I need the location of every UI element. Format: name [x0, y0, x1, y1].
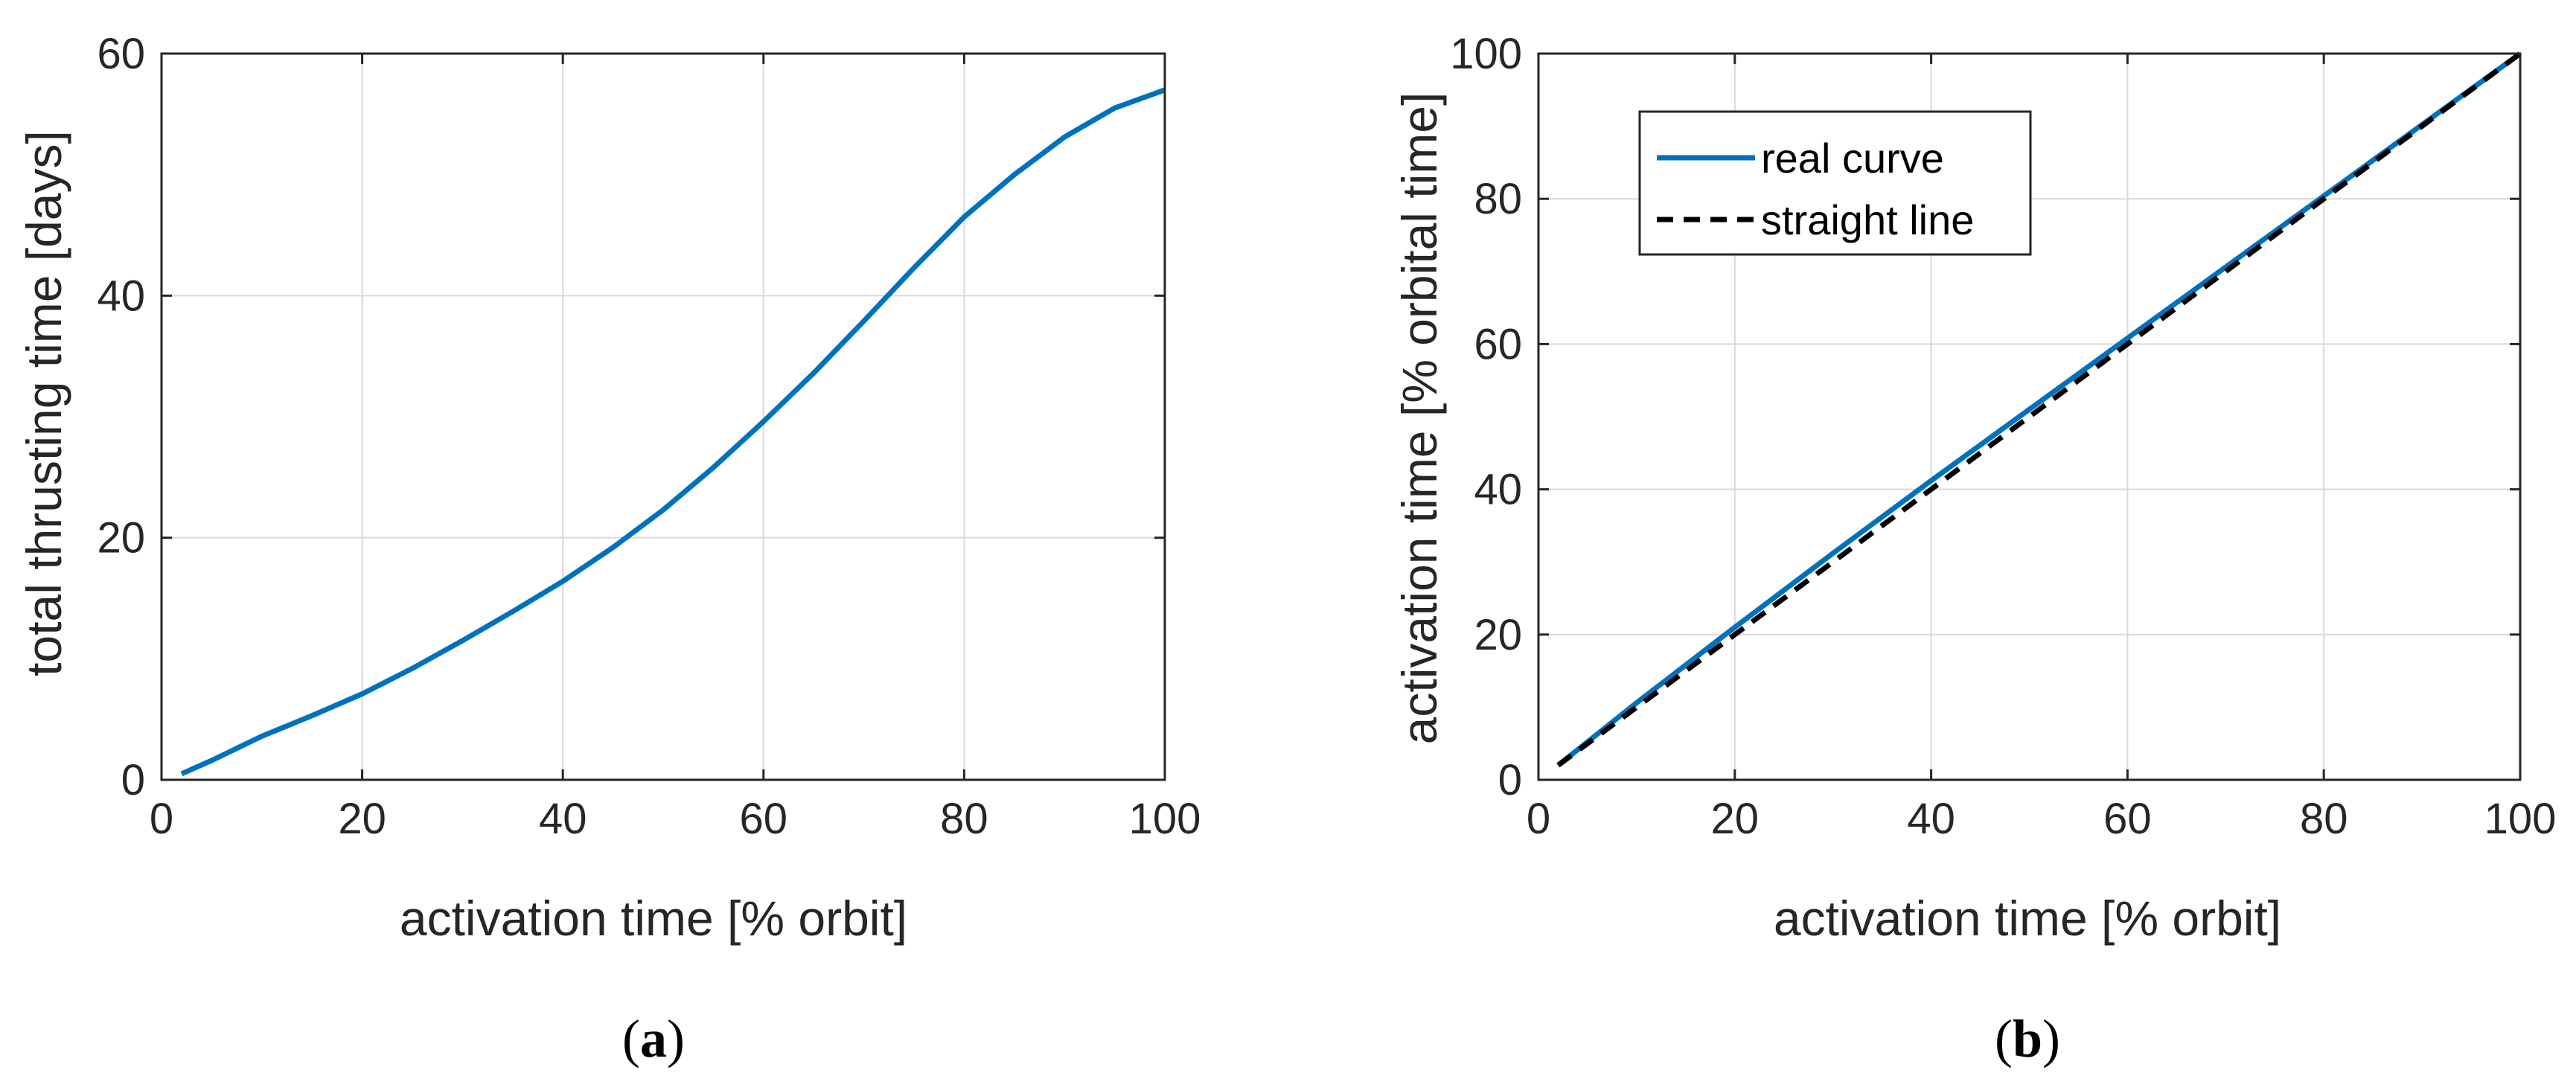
x-axis-label-a: activation time [% orbit] [400, 891, 907, 946]
caption-a: (a) [622, 1009, 685, 1069]
x-tick-label: 0 [150, 795, 173, 843]
x-axis-label-b: activation time [% orbit] [1774, 891, 2281, 946]
x-ticks-b: 0 20 40 60 80 100 [1527, 54, 2557, 843]
plot-frame-b [1537, 52, 2522, 781]
legend-label-real-curve: real curve [1761, 135, 1944, 182]
series-group-b [1556, 51, 2522, 768]
series-line-a-0 [180, 87, 1166, 777]
plot-frame-a [160, 52, 1166, 781]
x-tick-label: 40 [539, 795, 587, 843]
x-tick-label: 20 [338, 795, 386, 843]
y-tick-label: 0 [1498, 756, 1522, 804]
x-tick-label: 100 [1129, 795, 1201, 843]
x-ticks-a: 0 20 40 60 80 100 [150, 54, 1201, 843]
x-tick-label: 80 [940, 795, 988, 843]
y-ticks-a: 0 20 40 60 [97, 30, 1165, 804]
y-tick-label: 20 [1474, 611, 1522, 659]
grid-a [161, 53, 1166, 781]
y-tick-label: 60 [97, 30, 145, 78]
series-line-straight-line [1556, 51, 2522, 768]
x-tick-label: 20 [1711, 795, 1760, 843]
series-group-a [180, 87, 1166, 777]
caption-b: (b) [1995, 1009, 2060, 1069]
y-ticks-b: 0 20 40 60 80 100 [1450, 30, 2520, 804]
y-tick-label: 100 [1450, 30, 1522, 78]
x-tick-label: 100 [2484, 795, 2557, 843]
y-tick-label: 40 [1474, 466, 1522, 514]
legend: real curve straight line [1638, 110, 2032, 256]
chart-panel-b: 0 20 40 60 80 100 0 20 40 60 80 100 activation tim… [1392, 30, 2556, 1069]
x-tick-label: 40 [1907, 795, 1955, 843]
x-tick-label: 60 [2103, 795, 2152, 843]
legend-box [1638, 110, 2032, 256]
y-axis-label-b: activation time [% orbital time] [1392, 92, 1447, 745]
y-tick-label: 60 [1474, 320, 1522, 368]
chart-panel-a: 0 20 40 60 80 100 0 20 40 60 activation time [% … [16, 30, 1201, 1069]
y-tick-label: 0 [121, 756, 145, 804]
x-tick-label: 60 [740, 795, 788, 843]
y-tick-label: 20 [97, 514, 145, 563]
y-tick-label: 80 [1474, 175, 1522, 223]
legend-label-straight-line: straight line [1761, 196, 1974, 243]
y-tick-label: 40 [97, 272, 145, 320]
x-tick-label: 0 [1527, 795, 1550, 843]
x-tick-label: 80 [2300, 795, 2348, 843]
y-axis-label-a: total thrusting time [days] [16, 130, 71, 676]
